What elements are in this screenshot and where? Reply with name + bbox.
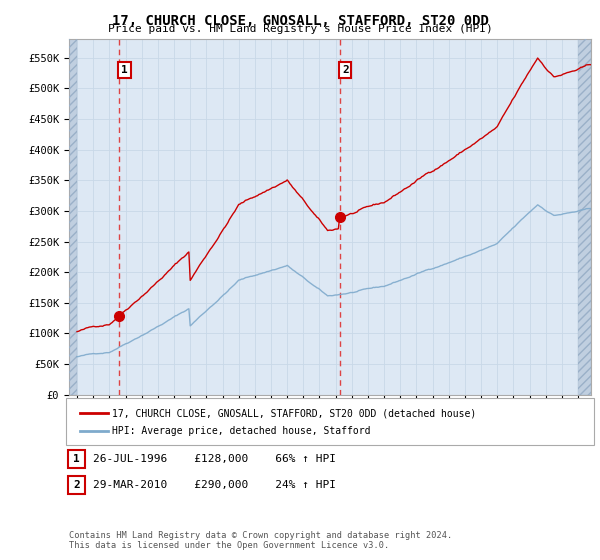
Bar — [578, 27, 591, 395]
Bar — [69, 27, 77, 395]
Text: 2: 2 — [342, 65, 349, 75]
Bar — [69, 27, 77, 395]
Text: 1: 1 — [121, 65, 128, 75]
Text: 1: 1 — [73, 454, 80, 464]
Text: 29-MAR-2010    £290,000    24% ↑ HPI: 29-MAR-2010 £290,000 24% ↑ HPI — [93, 480, 336, 490]
Text: 17, CHURCH CLOSE, GNOSALL, STAFFORD, ST20 0DD (detached house): 17, CHURCH CLOSE, GNOSALL, STAFFORD, ST2… — [112, 408, 476, 418]
Text: HPI: Average price, detached house, Stafford: HPI: Average price, detached house, Staf… — [112, 426, 371, 436]
Text: 2: 2 — [73, 480, 80, 490]
Text: Price paid vs. HM Land Registry's House Price Index (HPI): Price paid vs. HM Land Registry's House … — [107, 24, 493, 34]
Bar — [578, 27, 591, 395]
Text: Contains HM Land Registry data © Crown copyright and database right 2024.
This d: Contains HM Land Registry data © Crown c… — [69, 530, 452, 550]
Text: 26-JUL-1996    £128,000    66% ↑ HPI: 26-JUL-1996 £128,000 66% ↑ HPI — [93, 454, 336, 464]
Text: 17, CHURCH CLOSE, GNOSALL, STAFFORD, ST20 0DD: 17, CHURCH CLOSE, GNOSALL, STAFFORD, ST2… — [112, 14, 488, 28]
